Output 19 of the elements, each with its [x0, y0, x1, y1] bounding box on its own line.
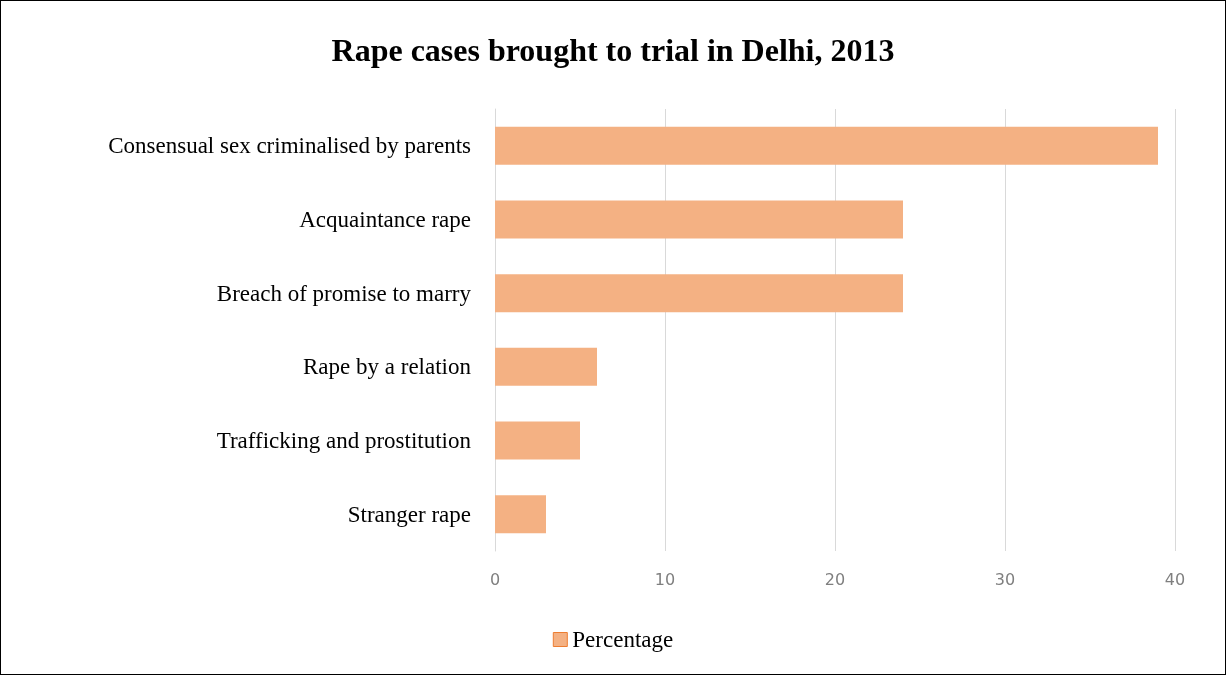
y-tick-label: Acquaintance rape [299, 207, 471, 232]
bar [495, 495, 546, 534]
legend-label: Percentage [572, 627, 674, 652]
y-tick-label: Stranger rape [347, 501, 471, 527]
bar [495, 274, 903, 313]
y-tick-label: Breach of promise to marry [216, 280, 472, 306]
bar [495, 347, 597, 386]
bar [495, 126, 1158, 165]
x-tick-label: 10 [654, 569, 676, 589]
y-tick-label: Consensual sex criminalised by parents [108, 133, 472, 159]
y-tick-label: Rape by a relation [303, 354, 472, 380]
x-tick-label: 40 [1164, 569, 1186, 589]
x-tick-label: 30 [994, 569, 1016, 589]
y-tick-label: Trafficking and prostitution [216, 428, 472, 453]
chart-title: Rape cases brought to trial in Delhi, 2013 [331, 32, 895, 68]
x-tick-label: 20 [824, 569, 846, 589]
x-tick-label: 0 [489, 569, 501, 589]
bar [495, 421, 580, 460]
bar [495, 200, 903, 239]
